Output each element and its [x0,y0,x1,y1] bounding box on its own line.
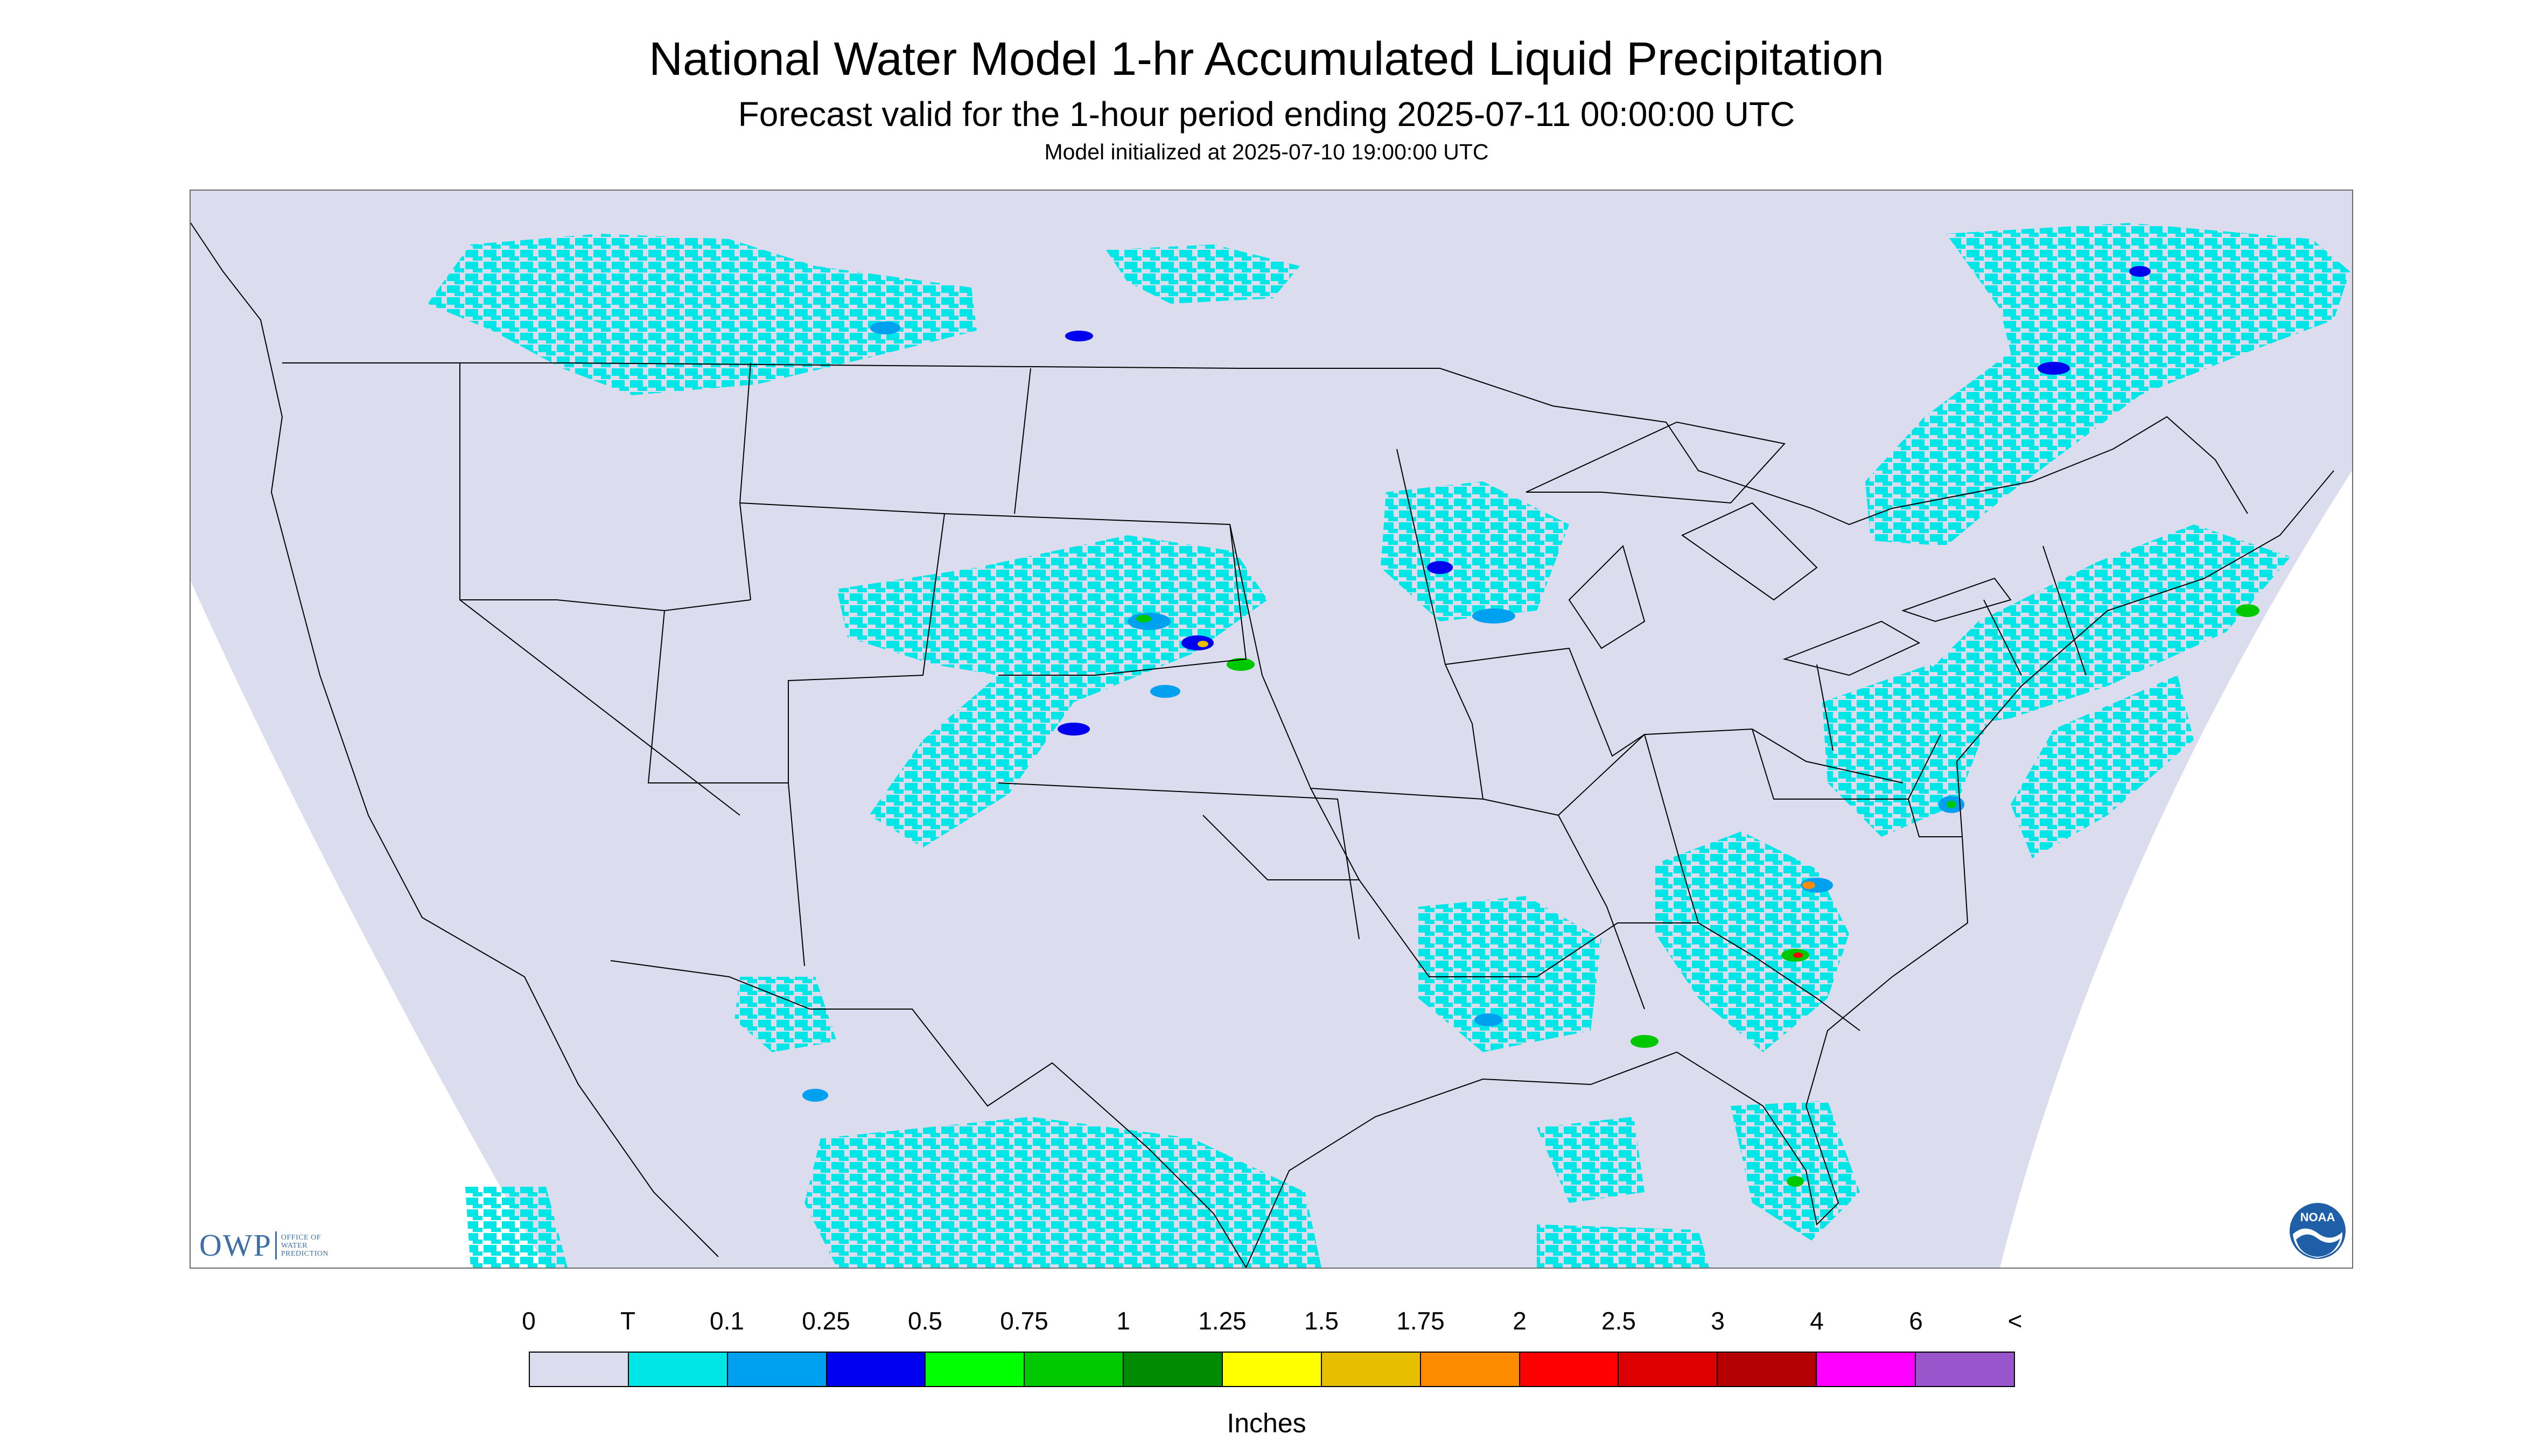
color-scale-label: 2 [1513,1307,1527,1335]
mexico-us-border [610,960,1247,1268]
precip-core [2038,362,2070,375]
precip-core [1181,635,1214,650]
precip-plains-band [837,535,1268,848]
precip-new-mexico [734,977,837,1052]
precip-core [2129,266,2151,277]
great-lakes [1526,421,2012,676]
precip-northeast-coast [1914,524,2291,729]
color-scale-label: 6 [1909,1307,1923,1335]
color-swatch-5 [1025,1353,1124,1386]
noaa-wordmark: NOAA [2300,1210,2335,1224]
owp-mark: OWP [199,1228,272,1263]
color-swatch-11 [1619,1353,1718,1386]
color-swatch-7 [1223,1353,1322,1386]
color-scale-label: 0.5 [908,1307,942,1335]
forecast-valid-subtitle: Forecast valid for the 1-hour period end… [738,95,1795,134]
precip-core [1631,1035,1659,1048]
precip-atlantic [2011,675,2194,858]
color-swatch-4 [926,1353,1025,1386]
color-scale-label: 1.25 [1198,1307,1247,1335]
color-scale-units: Inches [1227,1408,1306,1438]
color-swatch-0 [530,1353,629,1386]
state-line [459,362,2087,1031]
precip-cuba [1537,1224,1709,1268]
color-swatch-8 [1321,1353,1421,1386]
precipitation-field [428,223,2350,1268]
precip-core [870,321,900,334]
precip-canada-west [428,234,977,395]
color-swatch-2 [727,1353,827,1386]
color-scale-label: 0.25 [802,1307,850,1335]
precip-core [1427,561,1453,574]
model-init-line: Model initialized at 2025-07-10 19:00:00… [1044,139,1489,164]
color-swatch-13 [1817,1353,1916,1386]
precip-gulf-water [1537,1117,1645,1203]
precip-core [1802,881,1815,889]
page-title: National Water Model 1-hr Accumulated Li… [649,33,1884,85]
precip-core [1128,613,1171,630]
color-swatch-3 [827,1353,926,1386]
precip-mid-atlantic [1822,664,1989,837]
color-scale-label: 2.5 [1601,1307,1636,1335]
precip-canada-central [1106,244,1300,304]
coastline [191,222,719,1257]
precip-florida [1731,1101,1860,1241]
color-scale-label: 1 [1116,1307,1130,1335]
owp-line-1: OFFICE OF [281,1233,321,1242]
noaa-logo: NOAA [2290,1203,2346,1259]
precip-core [2236,604,2259,617]
precip-northeast-canada [1865,223,2350,546]
owp-divider [275,1231,277,1259]
precip-core [1793,953,1803,958]
color-scale-label: 3 [1711,1307,1725,1335]
precip-core [1150,685,1180,698]
color-scale-label: 4 [1810,1307,1824,1335]
precip-core [1136,615,1151,622]
precipitation-map [190,190,2353,1269]
owp-wordmark: OFFICE OF WATER PREDICTION [281,1234,328,1258]
color-swatch-1 [628,1353,728,1386]
color-scale-label: 1.5 [1304,1307,1339,1335]
color-scale-label: 0.75 [1000,1307,1048,1335]
color-swatch-6 [1124,1353,1223,1386]
precip-core [1058,723,1090,736]
color-swatch-12 [1718,1353,1817,1386]
color-scale-label: T [620,1307,636,1335]
color-scale-label: < [2007,1307,2023,1335]
precip-core [1787,1176,1804,1187]
canada-us-border [282,362,2248,526]
color-swatch-10 [1520,1353,1619,1386]
precip-gulf [1418,896,1601,1052]
color-scale-label: 0 [522,1307,536,1335]
precip-heavy-cores [802,266,2259,1187]
precip-core [1472,608,1515,624]
precip-core [1474,1013,1502,1026]
precip-baja [465,1187,568,1268]
color-swatch-14 [1916,1353,2014,1386]
precip-core [1065,331,1093,341]
precip-core [1947,801,1956,808]
color-scale-label: 0.1 [710,1307,744,1335]
precip-southeast [1655,831,1849,1052]
boundaries [191,222,2334,1268]
owp-line-3: PREDICTION [281,1249,329,1258]
precip-mexico [804,1117,1321,1268]
precip-core [1198,641,1208,647]
owp-line-2: WATER [281,1241,308,1250]
color-swatch-9 [1421,1353,1520,1386]
color-scale-label: 1.75 [1396,1307,1445,1335]
precip-core [1227,658,1255,671]
color-scale [529,1352,2015,1387]
owp-logo: OWP OFFICE OF WATER PREDICTION [199,1228,328,1263]
gulf-coast [1245,470,2334,1268]
map-canvas [191,191,2352,1268]
precip-core [802,1089,828,1102]
